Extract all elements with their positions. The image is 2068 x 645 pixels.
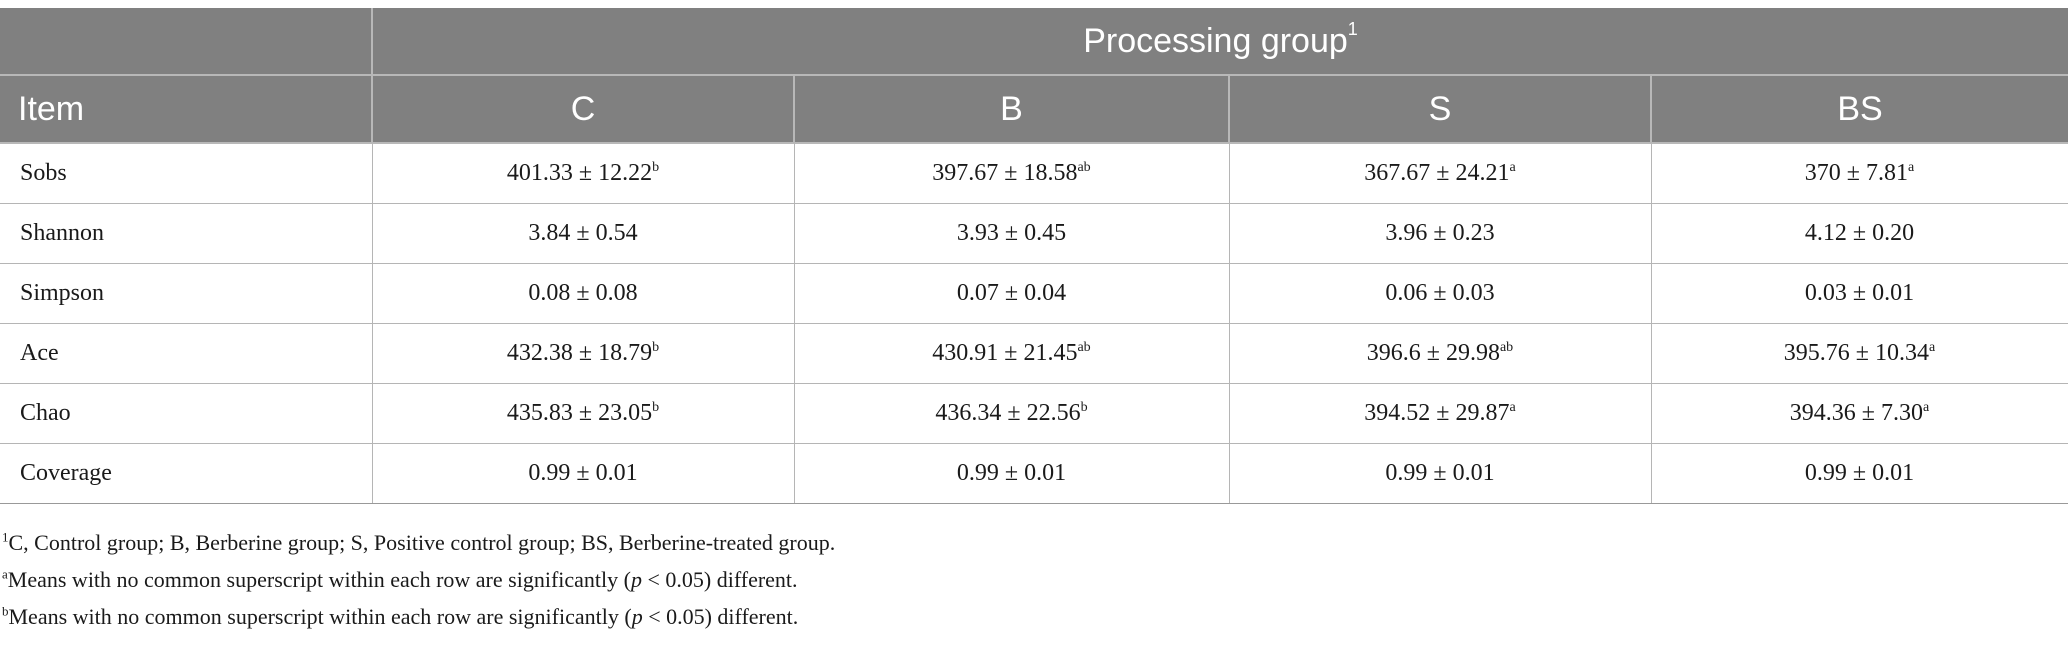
cell-value: 396.6 ± 29.98 (1366, 340, 1500, 366)
cell-value: 3.84 ± 0.54 (528, 220, 638, 246)
cell-superscript: ab (1077, 160, 1091, 175)
row-label: Chao (0, 383, 372, 444)
row-label: Ace (0, 323, 372, 384)
cell-value: 367.67 ± 24.21 (1364, 160, 1510, 186)
group-header-footnote-mark: 1 (1347, 19, 1358, 40)
header-row-columns: Item C B S BS (0, 75, 2068, 144)
cell-superscript: a (1509, 400, 1516, 415)
footnote-b: bMeans with no common superscript within… (2, 598, 835, 635)
table-cell: 0.99 ± 0.01 (793, 443, 1229, 504)
table-cell: 435.83 ± 23.05b (371, 383, 794, 444)
table-cell: 0.06 ± 0.03 (1228, 263, 1651, 324)
table-row: Sobs 401.33 ± 12.22b 397.67 ± 18.58ab 36… (0, 143, 2068, 204)
group-header-label: Processing group (1083, 21, 1348, 60)
cell-value: 436.34 ± 22.56 (935, 400, 1081, 426)
data-table: Processing group1 Item C B S BS Sobs 401… (0, 8, 2068, 504)
cell-value: 394.52 ± 29.87 (1364, 400, 1510, 426)
cell-superscript: b (652, 400, 660, 415)
cell-superscript: ab (1499, 340, 1514, 355)
cell-value: 394.36 ± 7.30 (1789, 400, 1923, 426)
cell-superscript: b (652, 340, 660, 355)
table-cell: 396.6 ± 29.98ab (1228, 323, 1651, 384)
table-cell: 430.91 ± 21.45ab (793, 323, 1229, 384)
item-header: Item (0, 75, 372, 144)
header-blank-cell (0, 8, 372, 76)
cell-superscript: a (1928, 340, 1936, 355)
table-cell: 4.12 ± 0.20 (1650, 203, 2068, 264)
table-cell: 436.34 ± 22.56b (793, 383, 1229, 444)
table-cell: 394.52 ± 29.87a (1228, 383, 1651, 444)
column-header-b: B (793, 75, 1229, 144)
column-header-c: C (371, 75, 794, 144)
table-cell: 3.96 ± 0.23 (1228, 203, 1651, 264)
cell-value: 0.99 ± 0.01 (1385, 460, 1495, 486)
footnote-b-p: p (631, 604, 643, 629)
table-cell: 395.76 ± 10.34a (1650, 323, 2068, 384)
table-cell: 397.67 ± 18.58ab (793, 143, 1229, 204)
table-cell: 3.93 ± 0.45 (793, 203, 1229, 264)
cell-value: 370 ± 7.81 (1804, 160, 1908, 186)
group-header: Processing group1 (371, 8, 2068, 76)
footnote-1-mark: 1 (2, 529, 9, 545)
cell-value: 0.06 ± 0.03 (1385, 280, 1495, 306)
cell-superscript: b (652, 160, 660, 175)
row-label: Coverage (0, 443, 372, 504)
table-cell: 370 ± 7.81a (1650, 143, 2068, 204)
footnote-a-text: Means with no common superscript within … (7, 567, 631, 592)
table-row: Coverage 0.99 ± 0.01 0.99 ± 0.01 0.99 ± … (0, 443, 2068, 504)
footnote-a-mark: a (2, 566, 8, 582)
cell-value: 4.12 ± 0.20 (1804, 220, 1915, 246)
table-row: Shannon 3.84 ± 0.54 3.93 ± 0.45 3.96 ± 0… (0, 203, 2068, 264)
table-footnotes: 1C, Control group; B, Berberine group; S… (2, 524, 835, 635)
cell-value: 395.76 ± 10.34 (1783, 340, 1929, 366)
table-row: Simpson 0.08 ± 0.08 0.07 ± 0.04 0.06 ± 0… (0, 263, 2068, 324)
column-header-bs: BS (1650, 75, 2068, 144)
cell-superscript: a (1907, 160, 1915, 175)
cell-value: 0.07 ± 0.04 (956, 280, 1067, 306)
row-label: Simpson (0, 263, 372, 324)
table-cell: 0.08 ± 0.08 (371, 263, 794, 324)
table-cell: 394.36 ± 7.30a (1650, 383, 2068, 444)
row-label: Sobs (0, 143, 372, 204)
cell-value: 0.99 ± 0.01 (956, 460, 1067, 486)
footnote-b-text: Means with no common superscript within … (8, 604, 632, 629)
cell-superscript: a (1922, 400, 1930, 415)
cell-value: 0.99 ± 0.01 (528, 460, 638, 486)
cell-value: 435.83 ± 23.05 (506, 400, 653, 426)
cell-superscript: b (1080, 400, 1088, 415)
cell-value: 3.96 ± 0.23 (1385, 220, 1495, 246)
table-cell: 432.38 ± 18.79b (371, 323, 794, 384)
table-cell: 401.33 ± 12.22b (371, 143, 794, 204)
column-header-s: S (1228, 75, 1651, 144)
table-cell: 0.99 ± 0.01 (1650, 443, 2068, 504)
cell-superscript: a (1509, 160, 1516, 175)
table-cell: 0.03 ± 0.01 (1650, 263, 2068, 324)
table-cell: 0.99 ± 0.01 (1228, 443, 1651, 504)
footnote-a: aMeans with no common superscript within… (2, 561, 835, 598)
header-row-group: Processing group1 (0, 8, 2068, 76)
table-cell: 0.99 ± 0.01 (371, 443, 794, 504)
footnote-a-p: p (630, 567, 642, 592)
footnote-b-text-end: < 0.05) different. (642, 604, 799, 629)
table-cell: 3.84 ± 0.54 (371, 203, 794, 264)
cell-value: 0.08 ± 0.08 (528, 280, 638, 306)
cell-value: 0.99 ± 0.01 (1804, 460, 1915, 486)
footnote-a-text-end: < 0.05) different. (641, 567, 798, 592)
table-cell: 0.07 ± 0.04 (793, 263, 1229, 324)
table-row: Chao 435.83 ± 23.05b 436.34 ± 22.56b 394… (0, 383, 2068, 444)
cell-value: 3.93 ± 0.45 (956, 220, 1067, 246)
cell-value: 430.91 ± 21.45 (932, 340, 1078, 366)
row-label: Shannon (0, 203, 372, 264)
cell-superscript: ab (1077, 340, 1091, 355)
footnote-1-text: C, Control group; B, Berberine group; S,… (8, 530, 836, 555)
table-row: Ace 432.38 ± 18.79b 430.91 ± 21.45ab 396… (0, 323, 2068, 384)
cell-value: 432.38 ± 18.79 (506, 340, 653, 366)
cell-value: 0.03 ± 0.01 (1804, 280, 1915, 306)
cell-value: 401.33 ± 12.22 (506, 160, 653, 186)
footnote-1: 1C, Control group; B, Berberine group; S… (2, 524, 835, 561)
footnote-b-mark: b (2, 603, 9, 619)
table-cell: 367.67 ± 24.21a (1228, 143, 1651, 204)
cell-value: 397.67 ± 18.58 (932, 160, 1078, 186)
